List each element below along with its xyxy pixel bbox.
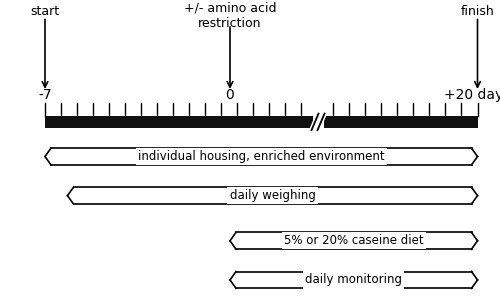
Text: -7: -7	[38, 88, 52, 102]
Text: daily weighing: daily weighing	[230, 189, 316, 202]
Text: daily monitoring: daily monitoring	[305, 273, 402, 287]
Text: start: start	[30, 5, 60, 17]
Text: +20 days: +20 days	[444, 88, 500, 102]
Text: 0: 0	[226, 88, 234, 102]
Bar	[45, 116, 312, 128]
Text: 5% or 20% caseine diet: 5% or 20% caseine diet	[284, 234, 424, 247]
Text: finish: finish	[460, 5, 494, 17]
Text: individual housing, enriched environment: individual housing, enriched environment	[138, 150, 384, 163]
Bar	[324, 116, 478, 128]
Text: +/- amino acid
restriction: +/- amino acid restriction	[184, 2, 276, 29]
